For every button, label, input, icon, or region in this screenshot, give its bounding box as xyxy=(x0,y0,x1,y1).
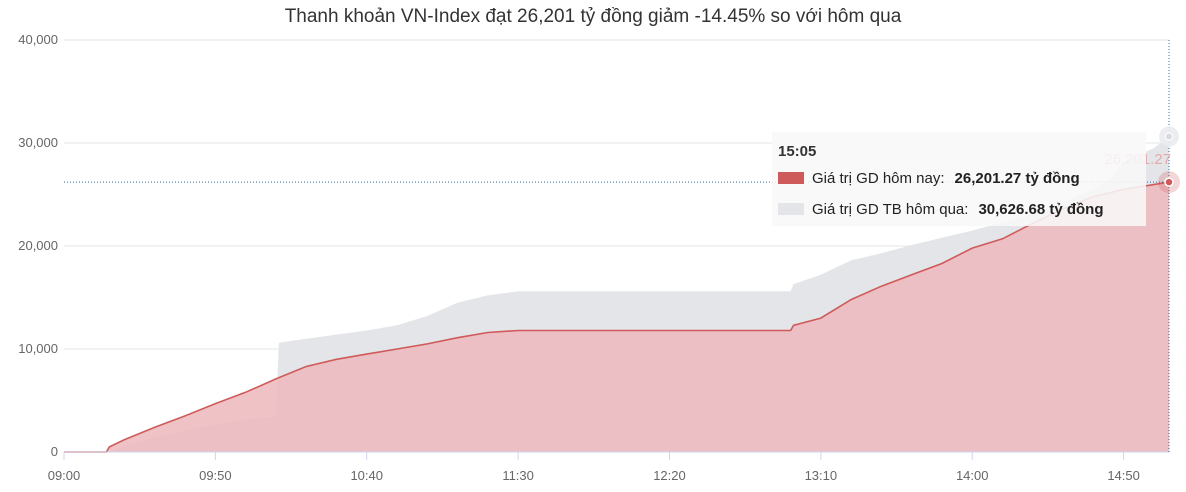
tooltip-yesterday-value: 30,626.68 tỷ đồng xyxy=(978,201,1104,218)
tooltip: 15:05 Giá trị GD hôm nay: 26,201.27 tỷ đồ… xyxy=(772,132,1146,226)
y-tick-label: 30,000 xyxy=(18,135,58,150)
tooltip-row-today: Giá trị GD hôm nay: 26,201.27 tỷ đồng xyxy=(778,170,1080,187)
axes-group: 0 10,000 20,000 30,000 40,000 09:00 09:50 10:40… xyxy=(18,32,1169,483)
x-tick-label: 09:00 xyxy=(48,468,81,483)
today-marker xyxy=(1164,177,1174,187)
y-tick-label: 0 xyxy=(51,444,58,459)
tooltip-today-label: Giá trị GD hôm nay: xyxy=(812,170,945,187)
y-tick-label: 10,000 xyxy=(18,341,58,356)
x-tick-label: 13:10 xyxy=(805,468,838,483)
series-today-line xyxy=(64,181,1170,453)
tooltip-today-value: 26,201.27 tỷ đồng xyxy=(954,170,1080,187)
series-today-group xyxy=(64,181,1170,453)
tooltip-row-yesterday: Giá trị GD TB hôm qua: 30,626.68 tỷ đồng xyxy=(778,201,1104,218)
tooltip-time: 15:05 xyxy=(778,143,817,160)
series-today-area xyxy=(64,182,1169,452)
yesterday-swatch xyxy=(778,203,804,215)
tooltip-yesterday-label: Giá trị GD TB hôm qua: xyxy=(812,201,969,218)
chart-title: Thanh khoản VN-Index đạt 26,201 tỷ đồng … xyxy=(284,6,902,27)
yesterday-marker xyxy=(1165,132,1173,141)
x-tick-label: 09:50 xyxy=(199,468,232,483)
y-tick-label: 20,000 xyxy=(18,238,58,253)
x-tick-label: 11:30 xyxy=(502,468,534,483)
x-tick-label: 12:20 xyxy=(653,468,686,483)
x-tick-label: 14:00 xyxy=(956,468,989,483)
x-tick-label: 10:40 xyxy=(350,468,383,483)
y-tick-label: 40,000 xyxy=(18,32,58,47)
x-tick-label: 14:50 xyxy=(1107,468,1140,483)
today-swatch xyxy=(778,172,804,184)
